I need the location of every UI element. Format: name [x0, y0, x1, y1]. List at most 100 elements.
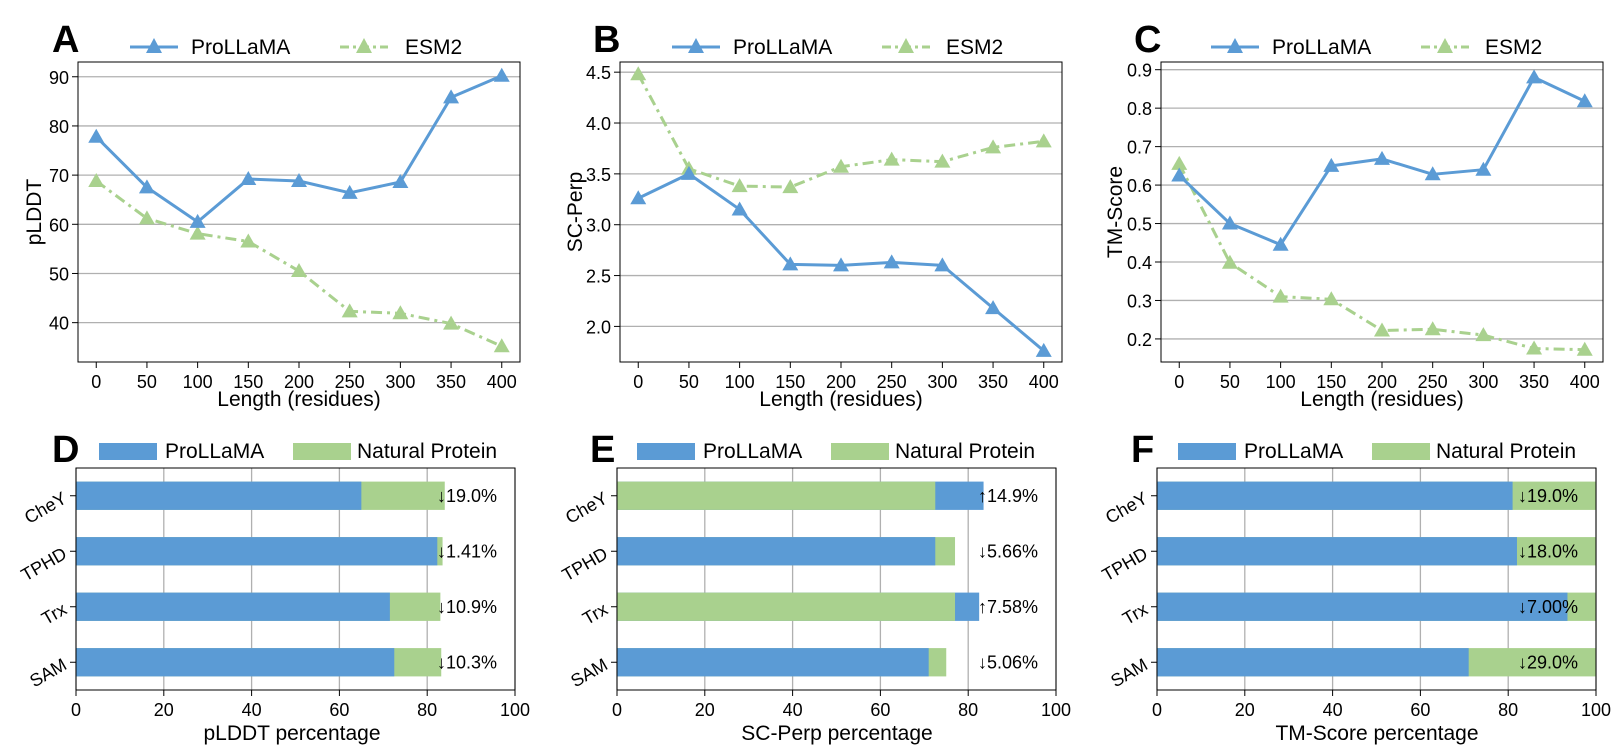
- panel-letter: C: [1134, 19, 1161, 61]
- x-tick-label: 300: [1468, 372, 1498, 392]
- x-tick-label: 60: [1410, 700, 1430, 720]
- x-tick-label: 150: [233, 372, 263, 392]
- legend-swatch-prollama: [1178, 443, 1236, 460]
- bar-prollama: [76, 537, 438, 566]
- x-axis-title: SC-Perp percentage: [741, 722, 932, 745]
- bar-prollama: [1157, 592, 1568, 621]
- bar-annotation: ↓1.41%: [437, 541, 497, 561]
- y-tick-label: Trx: [579, 599, 611, 629]
- y-tick-label: 0.3: [1127, 291, 1152, 311]
- legend: ProLLaMA ESM2: [1211, 36, 1542, 59]
- bar-prollama: [76, 481, 362, 510]
- x-axis-title: Length (residues): [217, 388, 380, 411]
- legend-label: ProLLaMA: [165, 440, 264, 463]
- y-tick-label: 3.5: [586, 165, 611, 185]
- plot-frame: [1160, 61, 1604, 363]
- x-tick-label: 100: [183, 372, 213, 392]
- x-tick-label: 0: [1174, 372, 1184, 392]
- data-point: [782, 179, 799, 194]
- bar-annotation: ↓19.0%: [1518, 486, 1578, 506]
- y-tick-label: CheY: [21, 488, 70, 528]
- x-tick-label: 100: [1266, 372, 1296, 392]
- legend-label: ProLLaMA: [1272, 36, 1371, 59]
- x-tick-label: 20: [1235, 700, 1255, 720]
- y-tick-label: 80: [49, 117, 69, 137]
- plot-area: 0.2 0.3 0.4 0.5 0.6 0.7 0.8 0.9 0 50 100 150 200 250 3…: [1127, 61, 1604, 392]
- panel-letter: D: [52, 429, 79, 471]
- data-point: [731, 178, 748, 193]
- data-point: [934, 257, 951, 272]
- bar-annotation: ↓10.9%: [437, 597, 497, 617]
- legend-swatch-natural: [831, 443, 889, 460]
- x-tick-label: 300: [927, 372, 957, 392]
- data-point: [138, 210, 155, 225]
- legend-label: ProLLaMA: [703, 440, 802, 463]
- series-line-prollama: [95, 74, 503, 224]
- legend-marker-prollama: [146, 38, 162, 53]
- bar-prollama: [617, 648, 929, 677]
- data-point: [1424, 321, 1441, 336]
- y-tick-label: 0.7: [1127, 138, 1152, 158]
- legend-marker-prollama: [1227, 38, 1243, 53]
- data-point: [1475, 327, 1492, 342]
- bar-annotation: ↓5.66%: [978, 541, 1038, 561]
- plot-area: 0 20 40 60 80 100 CheY ↑14.9% TPHD ↓5.66% Trx ↑7.58…: [559, 467, 1071, 720]
- data-point: [189, 213, 206, 228]
- legend-label: ProLLaMA: [1244, 440, 1343, 463]
- legend-label: ProLLaMA: [191, 36, 290, 59]
- legend-label: ESM2: [946, 36, 1003, 59]
- legend-swatch-natural: [1372, 443, 1430, 460]
- x-tick-label: 50: [137, 372, 157, 392]
- data-point: [1526, 69, 1543, 84]
- legend: ProLLaMA Natural Protein: [637, 440, 1035, 463]
- panel-d: D ProLLaMA Natural Protein 0 20 40 60 80 100 C…: [18, 429, 530, 745]
- x-axis-title: TM-Score percentage: [1275, 722, 1478, 745]
- bar-natural-protein: [617, 481, 936, 510]
- x-tick-label: 60: [329, 700, 349, 720]
- data-point: [392, 174, 409, 188]
- legend-label: ProLLaMA: [733, 36, 832, 59]
- data-point: [1323, 157, 1340, 172]
- legend-label: ESM2: [405, 36, 462, 59]
- plot-area: 2.0 2.5 3.0 3.5 4.0 4.5 0 50 100 150 200 250 300 350 4…: [586, 61, 1063, 392]
- x-tick-label: 200: [284, 372, 314, 392]
- data-point: [341, 184, 358, 199]
- data-point: [934, 153, 951, 168]
- data-point: [1272, 288, 1289, 303]
- data-point: [443, 315, 460, 330]
- bar-annotation: ↓7.00%: [1518, 597, 1578, 617]
- y-tick-label: 4.5: [586, 63, 611, 83]
- data-point: [985, 300, 1002, 315]
- bar-annotation: ↓5.06%: [978, 652, 1038, 672]
- x-tick-label: 100: [1041, 700, 1071, 720]
- y-axis-title: pLDDT: [23, 179, 46, 246]
- legend-label: Natural Protein: [357, 440, 497, 463]
- data-point: [630, 190, 647, 205]
- data-point: [1374, 150, 1390, 165]
- data-point: [782, 256, 799, 271]
- bar-annotation: ↑14.9%: [978, 486, 1038, 506]
- y-tick-label: SAM: [567, 654, 611, 691]
- data-point: [443, 89, 460, 104]
- y-tick-label: 0.6: [1127, 176, 1152, 196]
- x-tick-label: 40: [783, 700, 803, 720]
- plot-area: 0 20 40 60 80 100 CheY ↓19.0% TPHD ↓18.0% Trx ↓7.00…: [1099, 467, 1611, 720]
- y-axis-title: TM-Score: [1104, 166, 1127, 258]
- x-tick-label: 60: [870, 700, 890, 720]
- data-point: [1272, 236, 1289, 251]
- x-tick-label: 0: [91, 372, 101, 392]
- x-tick-label: 40: [1323, 700, 1343, 720]
- x-tick-label: 250: [1418, 372, 1448, 392]
- data-point: [240, 233, 257, 248]
- x-tick-label: 0: [1152, 700, 1162, 720]
- x-tick-label: 400: [1029, 372, 1059, 392]
- x-axis-title: pLDDT percentage: [203, 722, 380, 745]
- data-point: [1475, 161, 1492, 176]
- data-point: [1374, 322, 1390, 337]
- y-tick-label: 40: [49, 314, 69, 334]
- data-point: [189, 225, 206, 240]
- data-point: [883, 254, 900, 269]
- x-tick-label: 100: [500, 700, 530, 720]
- x-tick-label: 200: [826, 372, 856, 392]
- data-point: [138, 179, 155, 194]
